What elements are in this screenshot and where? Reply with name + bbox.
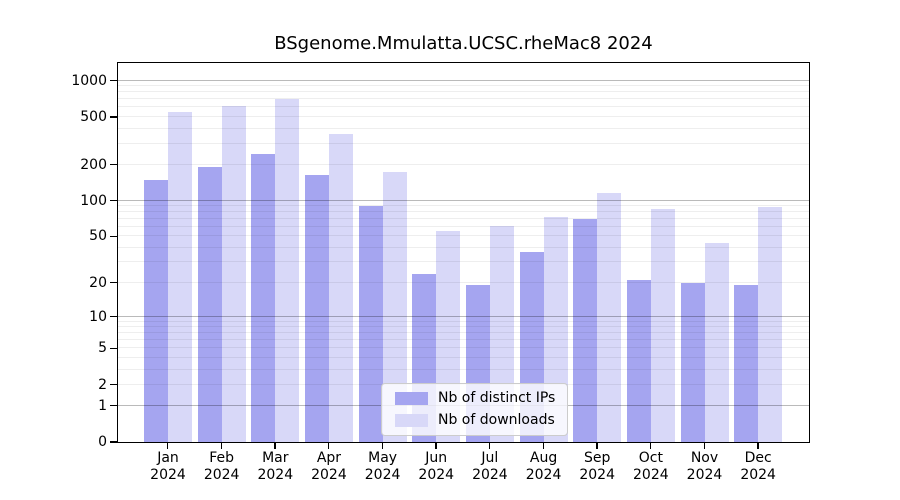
legend: Nb of distinct IPs Nb of downloads [381, 383, 569, 436]
y-axis-tick [110, 116, 117, 118]
y-axis-tick-label: 1 [98, 397, 107, 414]
y-axis-tick-label: 1000 [71, 72, 107, 89]
x-axis-tick [220, 443, 223, 449]
legend-label-downloads: Nb of downloads [438, 412, 555, 428]
bar-distinct-ips-jan [144, 179, 168, 442]
legend-label-distinct-ips: Nb of distinct IPs [438, 390, 556, 406]
x-axis-tick [703, 443, 705, 449]
bar-downloads-feb [221, 106, 246, 442]
bar-downloads-jan [168, 111, 192, 442]
x-axis-tick-label: Apr 2024 [311, 450, 347, 483]
plot-area: Nb of distinct IPs Nb of downloads [117, 62, 810, 443]
y-axis-tick [110, 163, 117, 166]
chart-title: BSgenome.Mmulatta.UCSC.rheMac8 2024 [274, 33, 653, 54]
x-axis-tick-label: Nov 2024 [686, 450, 723, 483]
x-axis-tick-label: Aug 2024 [525, 450, 562, 483]
legend-item-distinct-ips: Nb of distinct IPs [395, 391, 555, 406]
bar-downloads-oct [650, 209, 675, 442]
x-axis-tick-label: Jan 2024 [150, 450, 186, 483]
y-axis-tick-label: 200 [80, 156, 107, 173]
y-axis-tick-label: 10 [89, 308, 107, 325]
bar-distinct-ips-oct [626, 280, 651, 442]
x-axis-tick-label: Dec 2024 [740, 450, 776, 483]
bar-distinct-ips-nov [680, 282, 705, 442]
x-axis-tick-label: Mar 2024 [257, 450, 294, 483]
y-axis-tick [110, 383, 117, 386]
x-axis-tick [542, 443, 544, 449]
bar-distinct-ips-feb [197, 167, 222, 442]
bar-distinct-ips-dec [734, 285, 759, 442]
bar-distinct-ips-mar [251, 154, 276, 442]
x-axis-tick-label: Jul 2024 [472, 450, 508, 483]
x-axis-tick-label: Oct 2024 [633, 450, 669, 483]
bar-distinct-ips-apr [304, 174, 329, 442]
x-axis-tick [381, 443, 383, 449]
y-axis-tick [110, 405, 117, 407]
x-axis-tick [274, 443, 276, 449]
y-axis-tick-label: 5 [98, 340, 107, 357]
x-axis-tick [435, 443, 437, 449]
x-axis-tick [488, 443, 491, 449]
y-axis-tick [110, 347, 117, 349]
y-axis-tick-label: 50 [89, 228, 107, 245]
y-axis-tick-label: 20 [89, 274, 107, 291]
y-axis-tick [110, 235, 117, 238]
y-axis-tick-label: 500 [80, 108, 107, 125]
bar-downloads-nov [704, 242, 729, 442]
y-axis-tick [110, 80, 117, 82]
x-axis-tick [596, 443, 598, 449]
x-axis-tick-label: Jun 2024 [418, 450, 455, 483]
bar-distinct-ips-sep [573, 219, 598, 442]
legend-swatch-downloads [395, 414, 428, 427]
y-axis-tick-label: 2 [98, 376, 107, 393]
x-axis-tick [327, 443, 330, 449]
y-axis-tick [110, 441, 117, 443]
y-axis-tick [110, 315, 117, 318]
legend-item-downloads: Nb of downloads [395, 413, 555, 428]
legend-swatch-distinct-ips [395, 392, 428, 405]
y-axis-tick-label: 0 [98, 434, 107, 450]
y-axis-tick [110, 199, 117, 202]
x-axis-tick [167, 443, 169, 449]
x-axis-tick-label: Sep 2024 [579, 450, 616, 483]
bar-downloads-apr [328, 134, 353, 442]
x-axis-tick-label: Feb 2024 [203, 450, 240, 483]
bar-downloads-dec [758, 206, 783, 442]
y-axis-tick-label: 100 [80, 192, 107, 209]
x-axis-tick [757, 443, 759, 449]
x-axis-tick-label: May 2024 [364, 450, 401, 483]
bar-downloads-mar [275, 98, 300, 442]
y-axis-tick [110, 282, 117, 284]
bar-downloads-sep [597, 193, 622, 442]
x-axis-tick [649, 443, 652, 449]
bar-distinct-ips-may [358, 206, 383, 442]
